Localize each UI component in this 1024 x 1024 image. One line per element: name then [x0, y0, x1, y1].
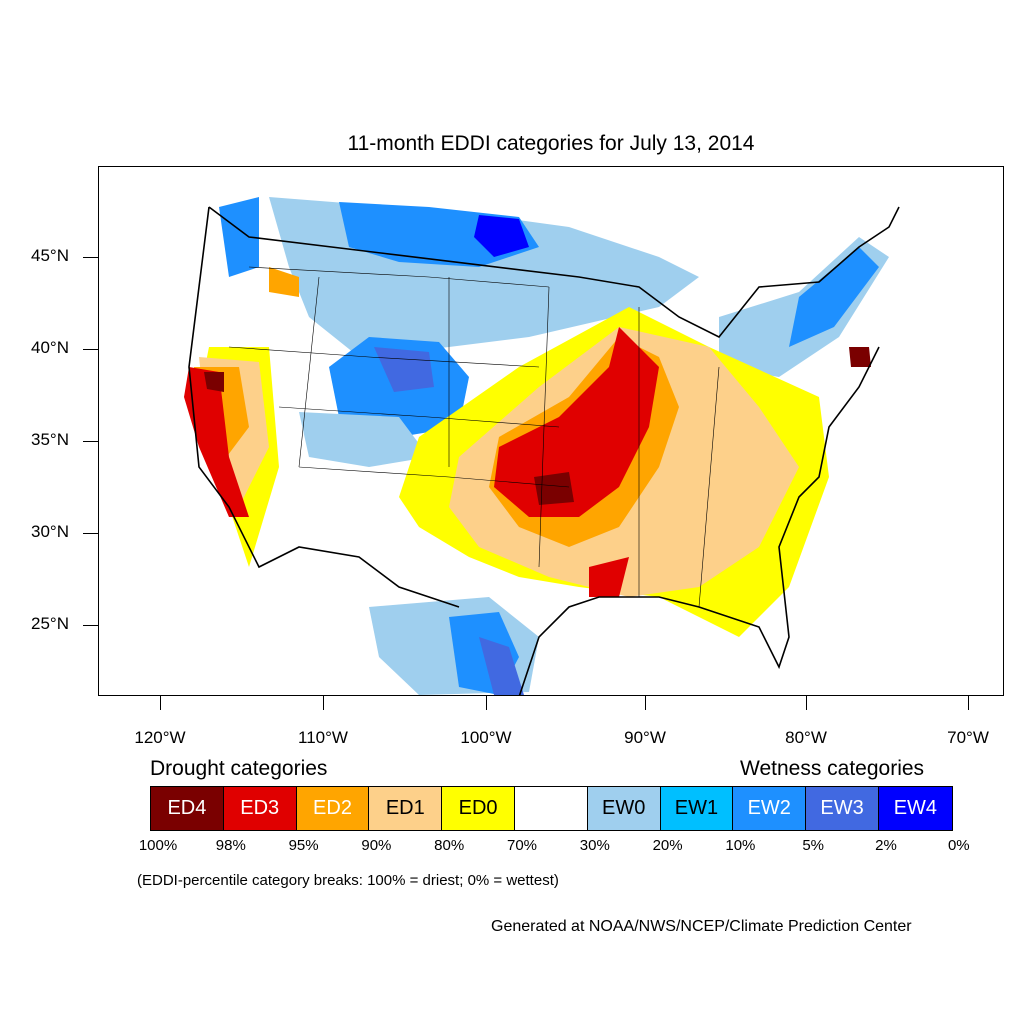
legend-break-label: 95% [288, 837, 319, 854]
legend-cell-ed4: ED4 [151, 787, 224, 830]
legend-break-label: 70% [506, 837, 538, 854]
legend-cell-neutral [514, 787, 588, 830]
lon-label-110w: 110°W [298, 728, 348, 747]
lat-tick [83, 441, 98, 442]
legend-break-label: 5% [802, 837, 825, 854]
legend-break-label: 30% [579, 837, 610, 854]
legend-cell-ed3: ED3 [223, 787, 297, 830]
wet-region-great-basin [299, 412, 429, 467]
legend-break-label: 0% [947, 837, 970, 854]
lon-label-100w: 100°W [460, 728, 512, 747]
legend-cell-ed2: ED2 [296, 787, 370, 830]
lon-label-80w: 80°W [785, 728, 827, 747]
lat-label-30n: 30°N [31, 522, 69, 541]
lon-tick [806, 696, 807, 710]
lat-tick [83, 257, 98, 258]
legend-cell-ew0: EW0 [587, 787, 661, 830]
lat-tick [83, 349, 98, 350]
drought-ed3-region [184, 327, 659, 597]
legend-break-label: 20% [652, 837, 683, 854]
legend-break-label: 90% [361, 837, 392, 854]
legend-cell-ed1: ED1 [369, 787, 443, 830]
wet-region-pacific-nw [219, 197, 259, 277]
drought-categories-heading: Drought categories [150, 757, 328, 780]
map-title: 11-month EDDI categories for July 13, 20… [347, 132, 755, 155]
legend-cell-ew4: EW4 [878, 787, 952, 830]
credit-line: Generated at NOAA/NWS/NCEP/Climate Predi… [491, 918, 912, 935]
lon-tick [968, 696, 969, 710]
legend-break-label: 10% [725, 837, 756, 854]
wet-region-northeast-core [789, 247, 879, 347]
legend-cell-ew1: EW1 [660, 787, 734, 830]
lon-tick [645, 696, 646, 710]
lon-tick [160, 696, 161, 710]
lat-tick [83, 533, 98, 534]
legend-break-label: 98% [215, 837, 246, 854]
lon-tick [486, 696, 487, 710]
category-breaks-note: (EDDI-percentile category breaks: 100% =… [137, 872, 559, 889]
legend-cell-ew3: EW3 [806, 787, 879, 830]
wetness-categories-heading: Wetness categories [740, 757, 925, 780]
wet-region-texas-deep [479, 637, 524, 695]
legend-cell-ed0: ED0 [442, 787, 515, 830]
legend-break-label: 80% [434, 837, 465, 854]
legend-break-label: 2% [875, 837, 897, 854]
legend-break-label: 100% [138, 837, 178, 854]
wet-region-north-deep [474, 215, 529, 257]
lat-label-35n: 35°N [31, 430, 69, 449]
lat-label-40n: 40°N [31, 338, 69, 357]
state-borders [228, 266, 720, 608]
lat-tick [83, 625, 98, 626]
us-outline [188, 206, 900, 695]
lon-label-70w: 70°W [947, 728, 989, 747]
legend-colorbar: ED4 ED3 ED2 ED1 ED0 EW0 EW1 EW2 EW3 EW4 [150, 786, 953, 831]
lat-label-25n: 25°N [31, 614, 69, 633]
lon-label-120w: 120°W [134, 728, 186, 747]
lon-tick [323, 696, 324, 710]
legend-cell-ew2: EW2 [733, 787, 807, 830]
map-panel [98, 166, 1004, 696]
eddi-map [184, 197, 900, 695]
lon-label-90w: 90°W [624, 728, 666, 747]
lat-label-45n: 45°N [31, 246, 69, 265]
